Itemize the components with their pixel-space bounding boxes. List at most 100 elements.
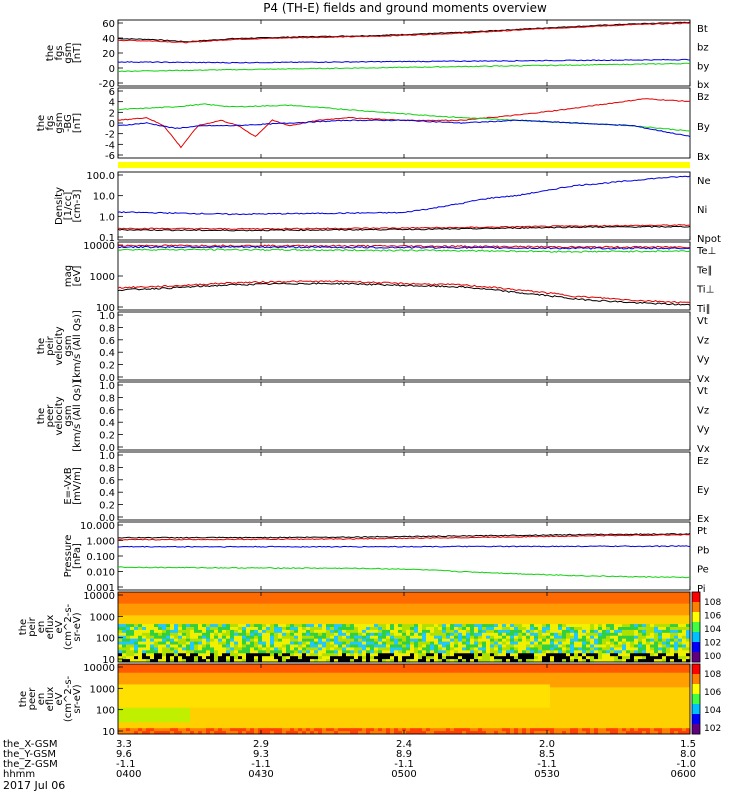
heatmap-cell: [538, 615, 543, 619]
heatmap-cell: [422, 647, 427, 651]
heatmap-cell: [134, 600, 139, 605]
heatmap-cell: [486, 624, 491, 628]
heatmap-cell: [494, 656, 499, 660]
heatmap-cell: [190, 621, 195, 625]
heatmap-cell: [242, 672, 247, 677]
heatmap-cell: [378, 606, 383, 610]
heatmap-cell: [542, 629, 547, 634]
heatmap-cell: [326, 621, 331, 625]
heatmap-cell: [430, 600, 435, 605]
heatmap-cell: [354, 647, 359, 651]
heatmap-cell: [234, 609, 239, 613]
heatmap-cell: [174, 678, 179, 682]
heatmap-cell: [474, 632, 479, 637]
heatmap-cell: [482, 659, 487, 663]
heatmap-cell: [354, 603, 359, 607]
heatmap-cell: [250, 638, 255, 642]
heatmap-cell: [578, 635, 583, 640]
heatmap-cell: [478, 647, 483, 651]
heatmap-cell: [334, 615, 339, 619]
heatmap-cell: [142, 725, 147, 729]
heatmap-cell: [190, 627, 195, 631]
heatmap-cell: [310, 687, 315, 691]
heatmap-cell: [422, 603, 427, 607]
heatmap-cell: [342, 641, 347, 645]
heatmap-cell: [122, 621, 127, 625]
heatmap-cell: [126, 672, 131, 677]
heatmap-cell: [142, 600, 147, 605]
heatmap-cell: [158, 594, 163, 599]
heatmap-cell: [454, 624, 459, 628]
heatmap-cell: [130, 664, 135, 668]
heatmap-cell: [474, 641, 479, 645]
heatmap-cell: [410, 656, 415, 660]
heatmap-cell: [434, 635, 439, 640]
heatmap-cell: [118, 672, 123, 677]
heatmap-cell: [218, 707, 223, 712]
heatmap-cell: [514, 592, 519, 596]
heatmap-cell: [318, 707, 323, 712]
heatmap-cell: [194, 600, 199, 605]
heatmap-cell: [662, 592, 667, 596]
heatmap-cell: [362, 650, 367, 654]
heatmap-cell: [434, 592, 439, 596]
heatmap-cell: [282, 719, 287, 723]
heatmap-cell: [530, 653, 535, 657]
heatmap-cell: [162, 597, 167, 602]
heatmap-cell: [218, 666, 223, 671]
heatmap-cell: [142, 597, 147, 602]
heatmap-cell: [170, 644, 175, 648]
heatmap-cell: [458, 597, 463, 602]
heatmap-cell: [574, 659, 579, 663]
heatmap-cell: [266, 701, 271, 706]
heatmap-cell: [302, 699, 307, 703]
heatmap-cell: [438, 621, 443, 625]
heatmap-cell: [378, 609, 383, 613]
heatmap-cell: [382, 647, 387, 651]
heatmap-cell: [302, 621, 307, 625]
heatmap-cell: [646, 618, 651, 622]
heatmap-cell: [238, 603, 243, 607]
panel-9-colorbar-segment: [692, 602, 700, 613]
heatmap-cell: [170, 664, 175, 668]
heatmap-cell: [138, 592, 143, 596]
heatmap-cell: [202, 707, 207, 712]
heatmap-cell: [502, 629, 507, 634]
heatmap-cell: [634, 635, 639, 640]
heatmap-cell: [574, 594, 579, 599]
heatmap-cell: [570, 612, 575, 616]
heatmap-cell: [214, 650, 219, 654]
heatmap-cell: [566, 638, 571, 642]
heatmap-cell: [554, 603, 559, 607]
heatmap-cell: [394, 618, 399, 622]
heatmap-cell: [650, 621, 655, 625]
heatmap-cell: [294, 618, 299, 622]
heatmap-cell: [246, 650, 251, 654]
heatmap-cell: [226, 719, 231, 723]
heatmap-cell: [186, 627, 191, 631]
heatmap-cell: [354, 597, 359, 602]
heatmap-cell: [334, 618, 339, 622]
heatmap-cell: [178, 629, 183, 634]
heatmap-cell: [566, 653, 571, 657]
heatmap-cell: [654, 592, 659, 596]
heatmap-cell: [238, 713, 243, 717]
heatmap-cell: [490, 612, 495, 616]
heatmap-cell: [230, 690, 235, 694]
heatmap-cell: [510, 600, 515, 605]
heatmap-cell: [202, 716, 207, 720]
heatmap-cell: [426, 603, 431, 607]
heatmap-cell: [534, 656, 539, 660]
heatmap-cell: [210, 618, 215, 622]
heatmap-cell: [234, 687, 239, 691]
heatmap-cell: [402, 644, 407, 648]
heatmap-cell: [278, 629, 283, 634]
heatmap-cell: [386, 597, 391, 602]
heatmap-cell: [126, 603, 131, 607]
heatmap-cell: [286, 728, 291, 732]
heatmap-cell: [662, 635, 667, 640]
heatmap-cell: [434, 659, 439, 663]
heatmap-cell: [234, 678, 239, 682]
heatmap-cell: [458, 632, 463, 637]
heatmap-cell: [222, 635, 227, 640]
